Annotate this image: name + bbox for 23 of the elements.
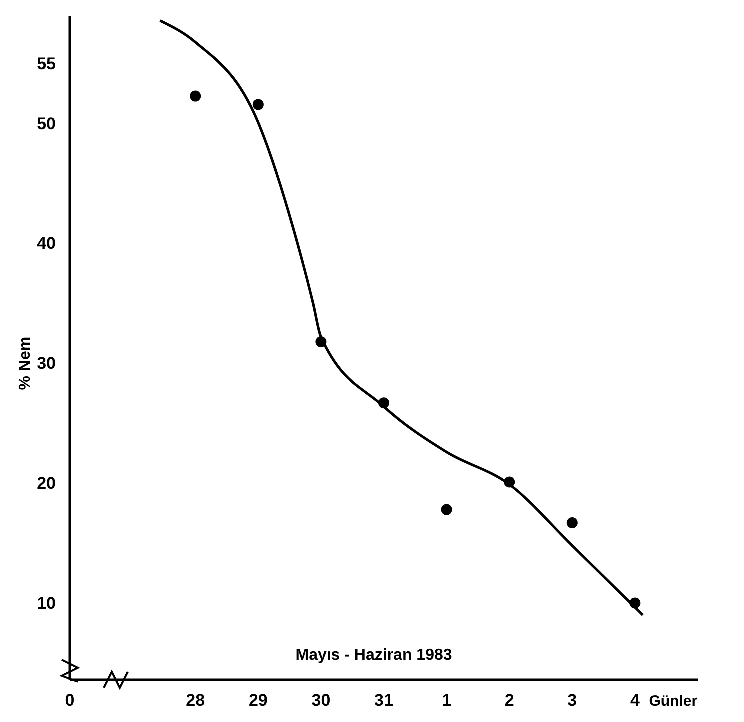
x-tick-label: 1 bbox=[442, 691, 452, 710]
x-tick-label: 28 bbox=[186, 691, 206, 710]
point bbox=[190, 90, 202, 102]
y-tick-label: 20 bbox=[37, 474, 56, 493]
x-axis-title: Günler bbox=[649, 693, 698, 710]
y-tick-label: 10 bbox=[37, 594, 56, 613]
x-tick-label: 30 bbox=[312, 691, 331, 710]
x-tick-label: 4 bbox=[630, 691, 640, 710]
x-tick-label: 3 bbox=[568, 691, 578, 710]
point bbox=[566, 517, 578, 528]
line-series bbox=[158, 19, 644, 617]
y-tick-label: 40 bbox=[37, 234, 56, 254]
y-axis-title: % Nem bbox=[17, 336, 34, 390]
x-tick-label: 31 bbox=[374, 691, 394, 710]
x-tick-label: 0 bbox=[65, 691, 75, 710]
x-tick-label: 29 bbox=[248, 691, 268, 710]
y-tick-label: 50 bbox=[37, 114, 56, 134]
y-tick-label: 55 bbox=[37, 54, 56, 74]
point bbox=[441, 504, 452, 516]
y-tick-label: 30 bbox=[37, 354, 56, 374]
annotation: Mayıs - Haziran 1983 bbox=[296, 647, 452, 664]
point bbox=[252, 99, 264, 110]
x-tick-label: 2 bbox=[504, 691, 514, 710]
